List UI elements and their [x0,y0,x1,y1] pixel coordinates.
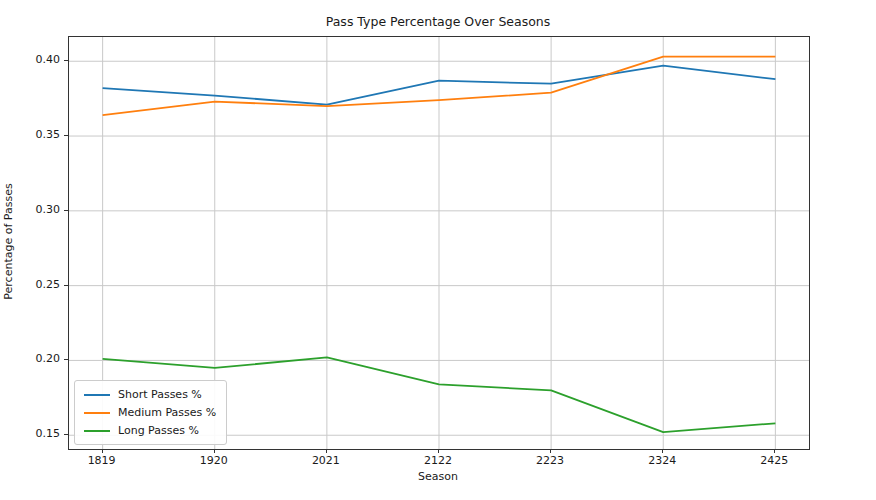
legend-swatch-medium-passes [84,412,110,414]
chart-title: Pass Type Percentage Over Seasons [68,14,808,29]
y-tick-label: 0.35 [20,128,60,141]
x-tick-mark [102,449,103,453]
x-tick-mark [326,449,327,453]
y-tick-mark [64,210,68,211]
x-tick-mark [774,449,775,453]
y-tick-label: 0.40 [20,53,60,66]
y-axis-label: Percentage of Passes [2,7,15,477]
y-tick-label: 0.25 [20,278,60,291]
x-tick-label: 1920 [184,454,244,467]
x-tick-mark [662,449,663,453]
legend-item-long-passes: Long Passes % [84,424,216,437]
legend-item-medium-passes: Medium Passes % [84,406,216,419]
legend-label: Medium Passes % [118,406,216,419]
legend-item-short-passes: Short Passes % [84,388,216,401]
x-tick-mark [438,449,439,453]
y-tick-label: 0.15 [20,427,60,440]
legend-label: Long Passes % [118,424,199,437]
y-tick-mark [64,359,68,360]
y-tick-mark [64,285,68,286]
y-tick-label: 0.20 [20,352,60,365]
line-chart-figure: Pass Type Percentage Over Seasons Percen… [0,0,876,500]
y-tick-mark [64,60,68,61]
legend-swatch-short-passes [84,394,110,396]
x-tick-label: 2021 [296,454,356,467]
x-axis-label: Season [68,470,808,483]
plot-area: Short Passes % Medium Passes % Long Passes… [68,36,810,450]
y-tick-mark [64,135,68,136]
y-tick-label: 0.30 [20,203,60,216]
x-tick-label: 2223 [520,454,580,467]
legend-swatch-long-passes [84,430,110,432]
legend-label: Short Passes % [118,388,202,401]
x-tick-mark [214,449,215,453]
legend: Short Passes % Medium Passes % Long Passes… [74,380,227,445]
x-tick-label: 1819 [72,454,132,467]
y-tick-mark [64,434,68,435]
x-tick-mark [550,449,551,453]
x-tick-label: 2122 [408,454,468,467]
x-tick-label: 2324 [632,454,692,467]
x-tick-label: 2425 [744,454,804,467]
